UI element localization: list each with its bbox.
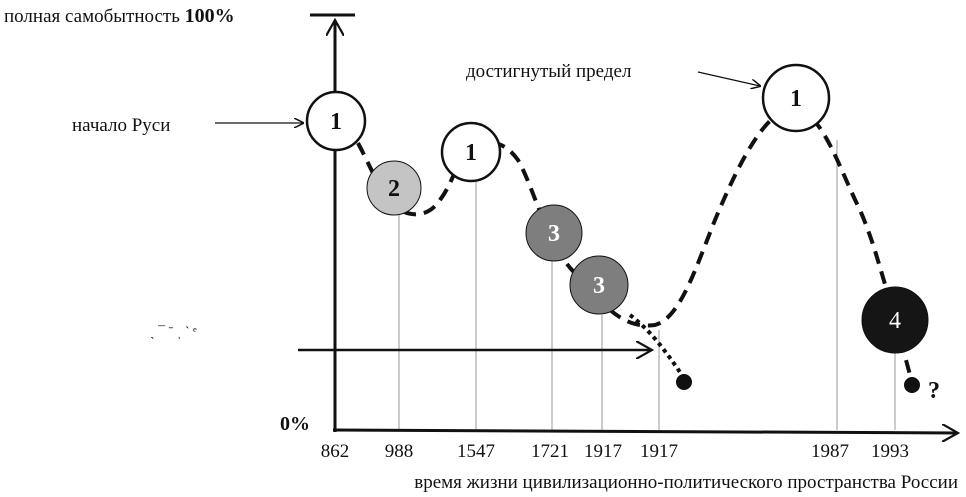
nodes-group: 1 2 1 3 3 1 4 <box>305 63 929 354</box>
tick-label: 1917 <box>640 441 678 462</box>
node-circle <box>305 90 367 152</box>
x-axis <box>332 430 958 433</box>
node-7: 4 <box>861 286 929 354</box>
end-dot-1917 <box>676 374 692 390</box>
dotted-branch <box>628 313 686 380</box>
tick-label: 1547 <box>457 441 495 462</box>
tick-label: 1917 <box>584 441 622 462</box>
tick-label: 1721 <box>531 441 569 462</box>
node-label: 1 <box>330 109 342 135</box>
node-circle <box>761 63 831 133</box>
question-mark: ? <box>928 378 940 404</box>
x-axis-ticks: 862 988 1547 1721 1917 1917 1987 1993 <box>321 441 909 462</box>
y-axis-bottom-label: 0% <box>280 413 310 435</box>
node-circle <box>366 160 422 216</box>
node-2: 2 <box>366 160 422 216</box>
node-circle <box>569 255 629 315</box>
node-label: 4 <box>889 308 901 334</box>
dotted-decline-line <box>628 313 686 380</box>
node-3: 1 <box>440 121 502 183</box>
axes <box>298 13 958 433</box>
node-circle <box>440 121 502 183</box>
tick-label: 988 <box>385 441 414 462</box>
stray-text: ˏ ¯ ˉ ˌ ˋ ᵉ <box>150 325 197 340</box>
node-label: 1 <box>790 86 802 112</box>
tick-label: 1987 <box>811 441 849 462</box>
x-axis-caption: время жизни цивилизационно-политического… <box>414 472 958 493</box>
node-5: 3 <box>569 255 629 315</box>
node-6: 1 <box>761 63 831 133</box>
node-4: 3 <box>525 204 583 262</box>
node-1: 1 <box>305 90 367 152</box>
node-circle <box>525 204 583 262</box>
end-dot-future <box>904 377 920 393</box>
tick-label: 1993 <box>871 441 909 462</box>
node-label: 2 <box>388 176 400 202</box>
node-label: 3 <box>548 221 560 247</box>
node-circle <box>861 286 929 354</box>
start-label: начало Руси <box>72 115 170 136</box>
peak-label: достигнутый предел <box>466 61 632 82</box>
arrow-peak <box>697 71 760 86</box>
y-axis-top-label: полная самобытность 100% <box>4 5 235 27</box>
tick-label: 862 <box>321 441 350 462</box>
node-label: 3 <box>593 273 605 299</box>
node-label: 1 <box>465 140 477 166</box>
